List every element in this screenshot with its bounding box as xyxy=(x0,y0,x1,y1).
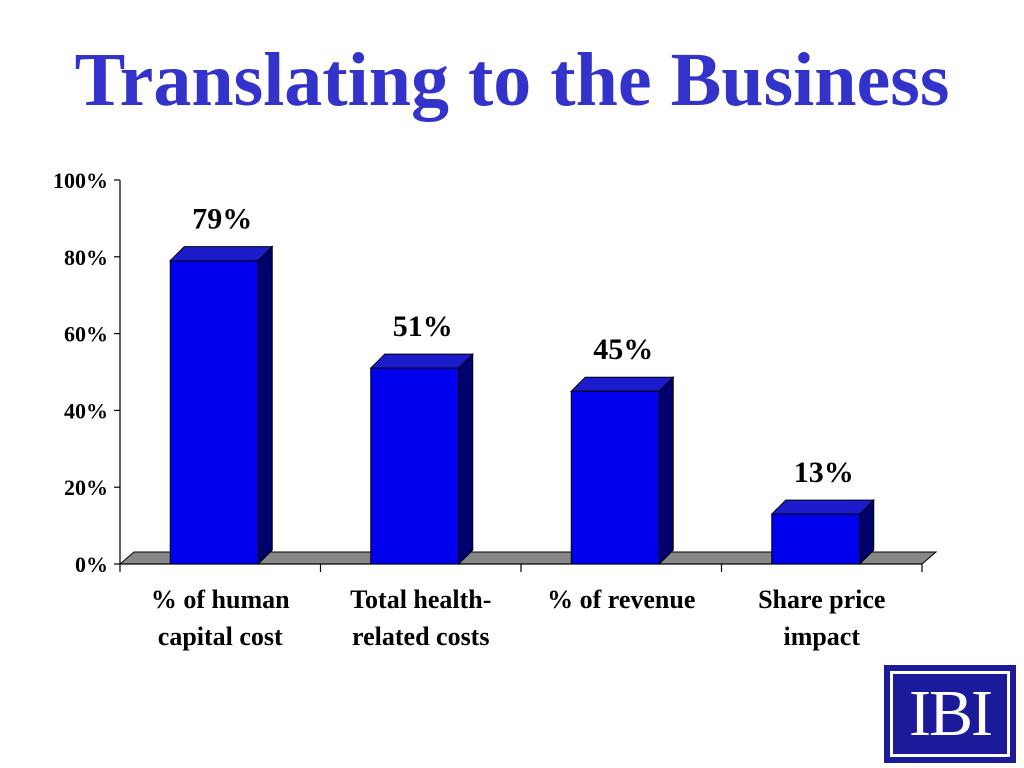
bar-front xyxy=(370,367,460,565)
data-label: 13% xyxy=(794,456,854,489)
slide-title: Translating to the Business xyxy=(74,38,950,122)
x-category-label-line: related costs xyxy=(352,622,489,651)
ibi-logo: IBI xyxy=(884,665,1016,763)
x-category-label: % of human capital cost xyxy=(151,585,290,651)
x-category-label-line: capital cost xyxy=(158,622,283,651)
x-category-label-line: Share price xyxy=(758,585,885,614)
ibi-logo-text: IBI xyxy=(890,671,1010,757)
x-category-label: Share price impact xyxy=(758,585,885,651)
y-tick-label: 20% xyxy=(64,475,108,500)
y-tick-label: 60% xyxy=(64,322,108,347)
bar-side xyxy=(658,375,674,566)
bar-side xyxy=(458,352,474,566)
y-tick-label: 0% xyxy=(75,552,108,577)
bar xyxy=(770,498,875,566)
bar-front xyxy=(771,513,861,565)
data-label: 51% xyxy=(393,310,453,343)
x-category-label: % of revenue xyxy=(547,585,695,614)
bar-top xyxy=(369,353,474,369)
x-category-label-line: impact xyxy=(783,622,860,651)
y-tick-label: 40% xyxy=(64,398,108,423)
bar-front xyxy=(570,390,660,565)
data-label: 79% xyxy=(192,203,252,236)
x-category-label-line: % of human xyxy=(151,585,290,614)
bar xyxy=(369,352,474,566)
bar-top xyxy=(770,499,875,515)
bar xyxy=(570,375,675,566)
bar-top xyxy=(570,376,675,392)
bar-side xyxy=(257,245,273,566)
y-tick-label: 100% xyxy=(53,168,108,193)
x-category-label-line: Total health- xyxy=(350,585,491,614)
x-category-label: Total health-related costs xyxy=(350,585,491,651)
bar-top xyxy=(169,246,274,262)
bar xyxy=(169,245,274,566)
bar-front xyxy=(169,260,259,565)
y-tick-label: 80% xyxy=(64,245,108,270)
data-label: 45% xyxy=(593,333,653,366)
x-category-label-line: % of revenue xyxy=(547,585,695,614)
